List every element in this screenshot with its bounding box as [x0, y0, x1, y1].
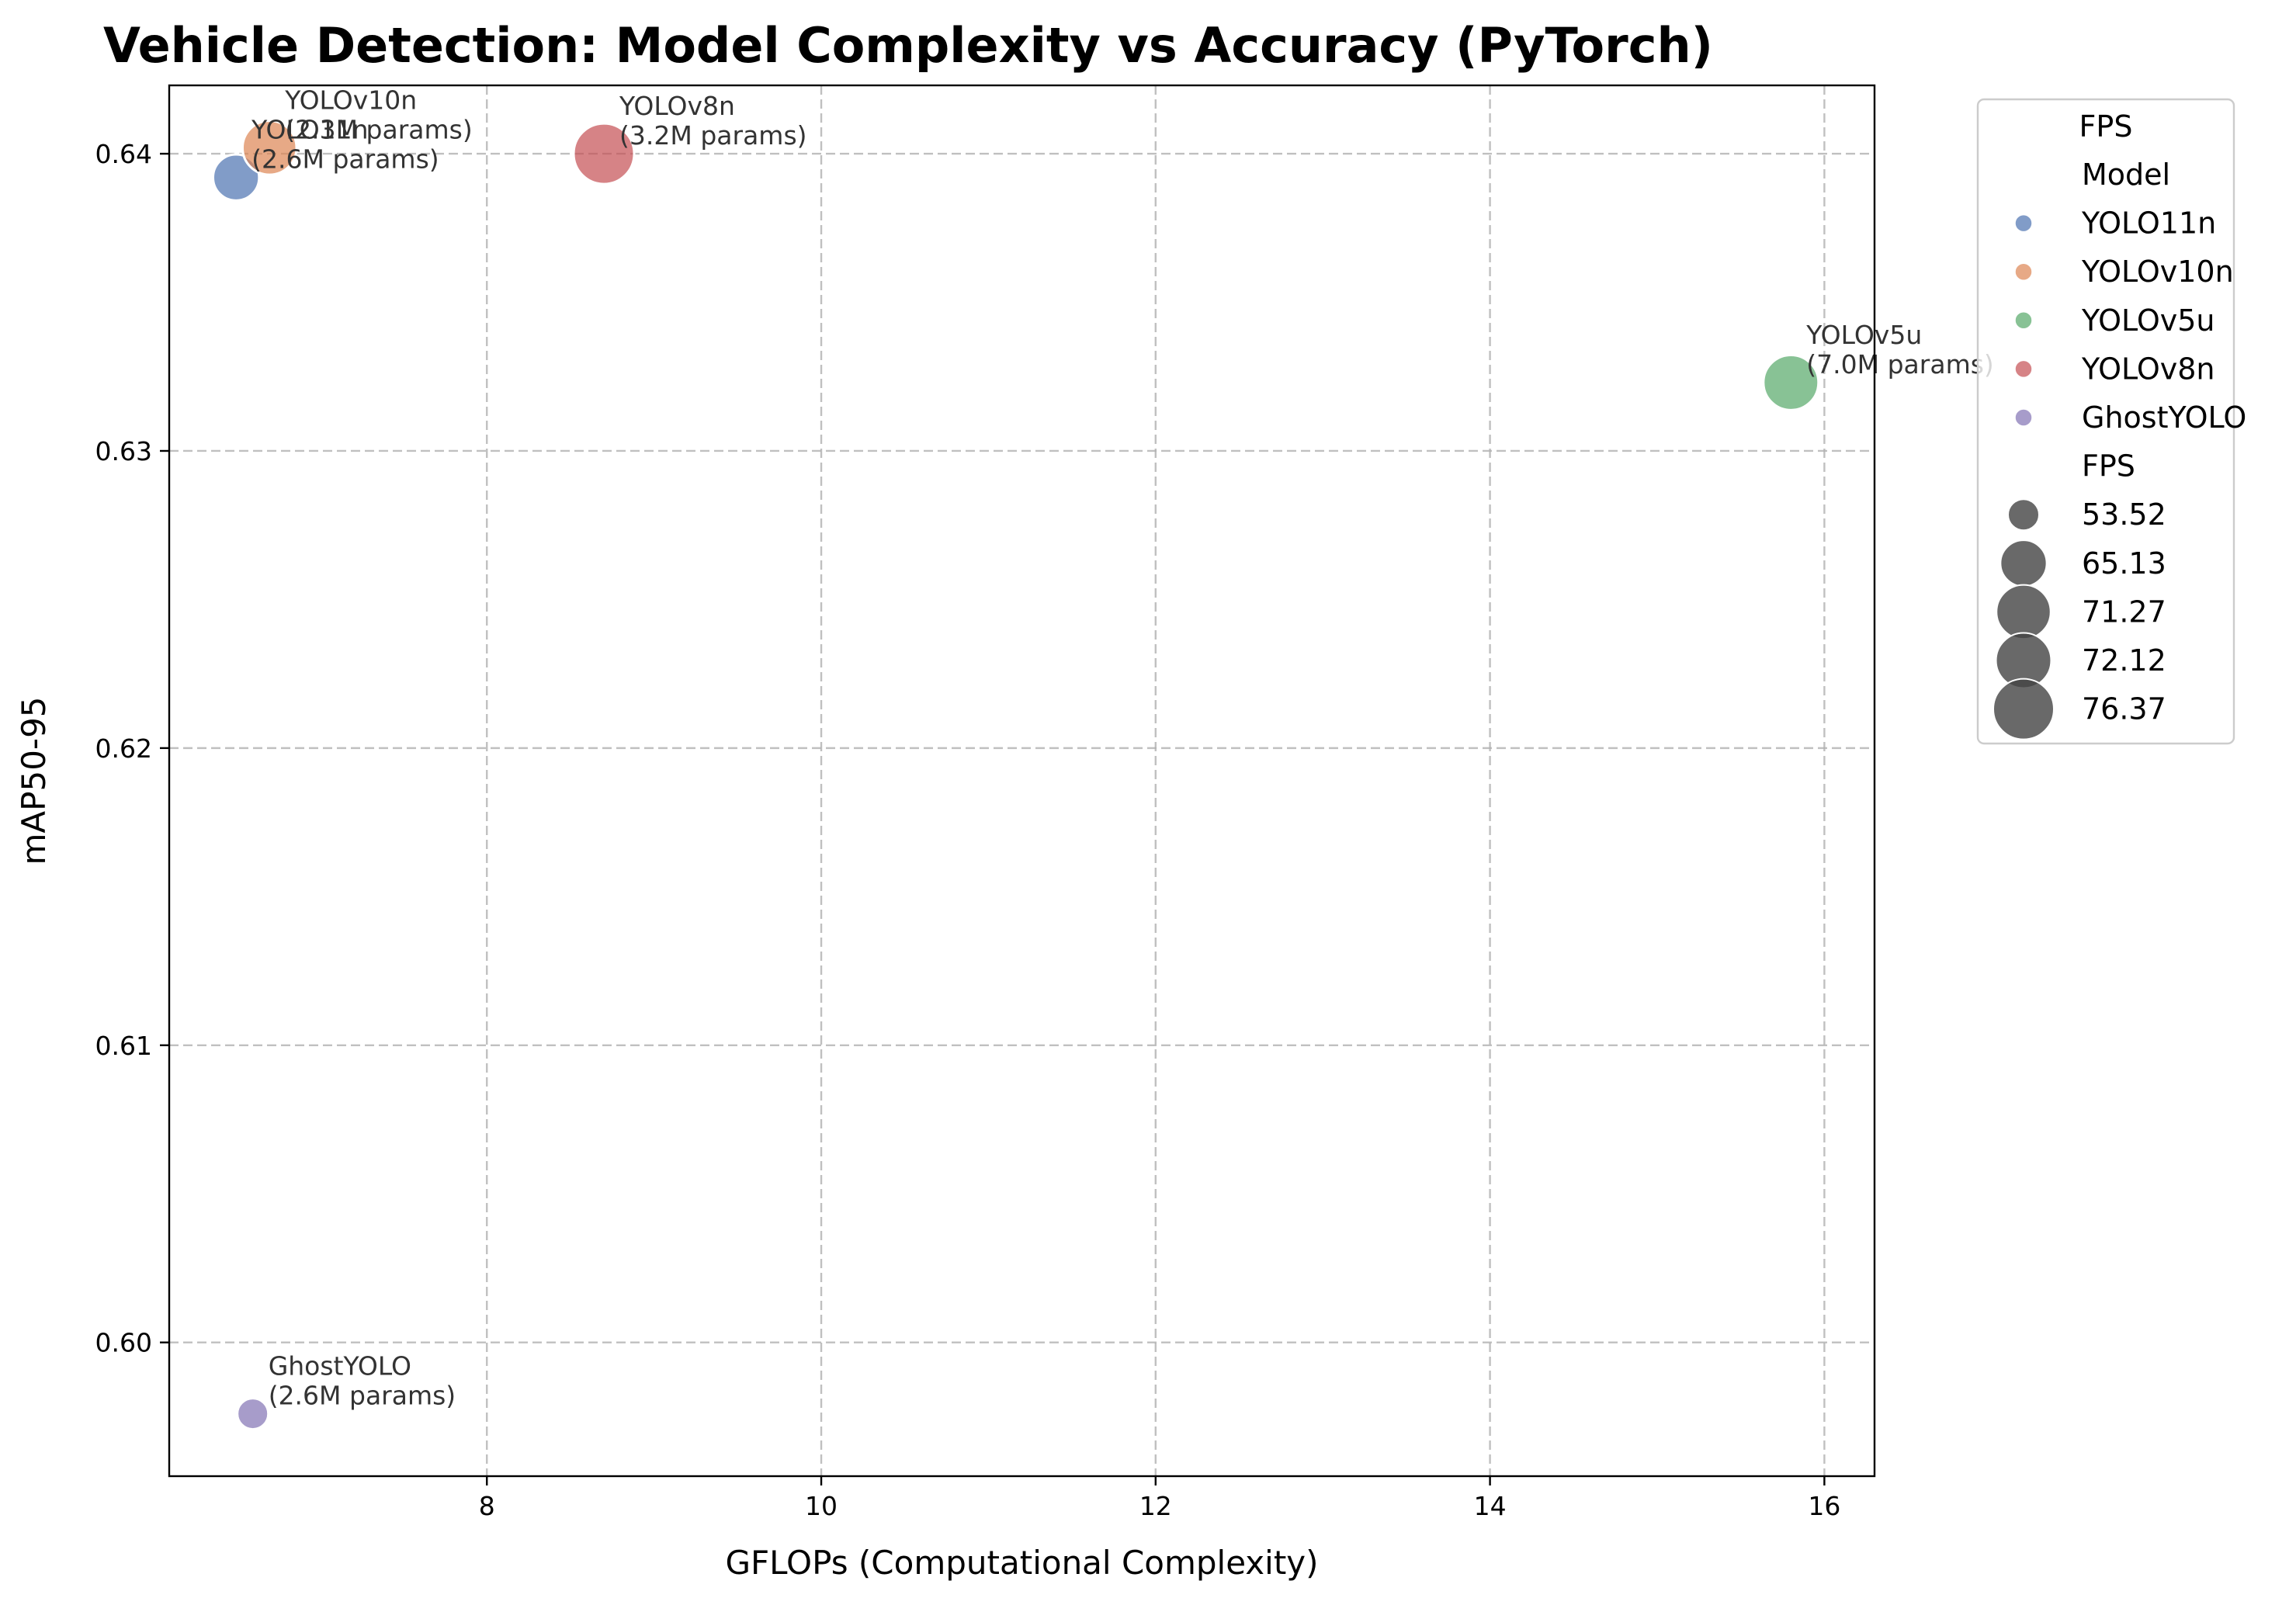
point-params-label: (2.6M params) — [251, 144, 439, 175]
axis-ticks: 8 10 12 14 16 0.60 0.61 0.62 0.63 0.64 — [95, 139, 1841, 1521]
legend-size-marker — [1993, 678, 2055, 740]
data-point — [236, 1397, 270, 1431]
legend-hue-label: YOLOv10n — [2081, 255, 2234, 289]
point-label: YOLOv5u — [1805, 320, 1922, 350]
legend-hue-title: Model — [2082, 158, 2170, 192]
legend: FPS Model YOLO11n YOLOv10n YOLOv5u YOLOv8n Gh… — [1976, 98, 2246, 745]
point-params-label: (2.3M params) — [285, 114, 473, 144]
data-point — [572, 122, 636, 185]
legend-size-marker — [2007, 498, 2040, 532]
legend-size-label: 76.37 — [2082, 692, 2166, 726]
y-tick-label: 0.63 — [95, 436, 152, 466]
point-label: GhostYOLO — [269, 1351, 411, 1381]
legend-hue-label: GhostYOLO — [2082, 400, 2246, 435]
legend-items: Model YOLO11n YOLOv10n YOLOv5u YOLOv8n GhostY… — [1993, 158, 2246, 740]
legend-hue-marker — [2014, 408, 2033, 427]
point-params-label: (2.6M params) — [269, 1381, 456, 1411]
legend-size-label: 72.12 — [2082, 643, 2166, 678]
legend-hue-label: YOLO11n — [2081, 206, 2216, 241]
chart-title: Vehicle Detection: Model Complexity vs A… — [103, 17, 1713, 74]
point-annotations: YOLO11n(2.6M params)YOLOv10n(2.3M params… — [251, 85, 1994, 1410]
plot-frame — [168, 84, 1876, 1478]
grid-lines — [169, 85, 1875, 1476]
x-tick-label: 16 — [1808, 1491, 1840, 1521]
point-label: YOLOv10n — [284, 85, 417, 115]
x-axis-label: GFLOPs (Computational Complexity) — [725, 1544, 1318, 1582]
legend-size-marker — [1996, 584, 2051, 640]
y-tick-label: 0.61 — [95, 1031, 152, 1061]
legend-size-title: FPS — [2082, 449, 2135, 484]
legend-hue-marker — [2014, 213, 2033, 233]
y-axis-label: mAP50-95 — [15, 696, 53, 865]
x-tick-label: 8 — [479, 1491, 495, 1521]
data-point — [1762, 353, 1820, 411]
legend-hue-label: YOLOv8n — [2081, 352, 2215, 386]
x-tick-label: 10 — [805, 1491, 838, 1521]
data-points — [212, 120, 1820, 1431]
legend-size-label: 53.52 — [2082, 497, 2166, 532]
legend-hue-marker — [2014, 359, 2033, 379]
legend-size-marker — [1999, 539, 2048, 588]
y-tick-label: 0.64 — [95, 139, 152, 169]
legend-box — [1976, 98, 2235, 745]
point-params-label: (7.0M params) — [1806, 349, 1994, 380]
x-tick-label: 14 — [1474, 1491, 1507, 1521]
data-point — [241, 120, 298, 176]
point-params-label: (3.2M params) — [619, 120, 806, 151]
legend-hue-label: YOLOv5u — [2081, 303, 2215, 338]
legend-title: FPS — [2079, 109, 2133, 144]
legend-size-label: 65.13 — [2082, 546, 2166, 581]
y-tick-label: 0.62 — [95, 733, 152, 764]
data-point — [212, 153, 261, 202]
point-label: YOLOv8n — [619, 91, 735, 121]
legend-hue-marker — [2014, 311, 2033, 330]
y-tick-label: 0.60 — [95, 1328, 152, 1358]
legend-hue-marker — [2014, 262, 2033, 281]
legend-size-label: 71.27 — [2082, 595, 2166, 629]
x-tick-label: 12 — [1139, 1491, 1172, 1521]
point-label: YOLO11n — [251, 115, 368, 145]
